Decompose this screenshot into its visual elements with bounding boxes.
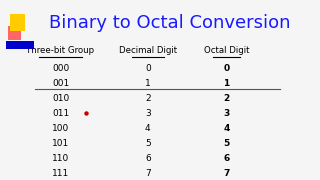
Text: 3: 3 bbox=[145, 109, 151, 118]
Text: 101: 101 bbox=[52, 139, 69, 148]
Text: 111: 111 bbox=[52, 169, 69, 178]
Text: 110: 110 bbox=[52, 154, 69, 163]
Text: 6: 6 bbox=[223, 154, 230, 163]
Text: 7: 7 bbox=[223, 169, 230, 178]
Text: 001: 001 bbox=[52, 79, 69, 88]
Text: 4: 4 bbox=[223, 124, 230, 133]
Text: 010: 010 bbox=[52, 94, 69, 103]
Text: 3: 3 bbox=[223, 109, 230, 118]
Text: 5: 5 bbox=[223, 139, 230, 148]
Text: 1: 1 bbox=[145, 79, 151, 88]
Text: 1: 1 bbox=[223, 79, 230, 88]
FancyBboxPatch shape bbox=[6, 41, 34, 49]
Text: Three-bit Group: Three-bit Group bbox=[27, 46, 95, 55]
Text: Binary to Octal Conversion: Binary to Octal Conversion bbox=[49, 14, 291, 32]
Text: Octal Digit: Octal Digit bbox=[204, 46, 249, 55]
Text: 7: 7 bbox=[145, 169, 151, 178]
Text: Decimal Digit: Decimal Digit bbox=[119, 46, 177, 55]
Text: 6: 6 bbox=[145, 154, 151, 163]
Text: 000: 000 bbox=[52, 64, 69, 73]
Text: 2: 2 bbox=[223, 94, 230, 103]
Text: 5: 5 bbox=[145, 139, 151, 148]
FancyBboxPatch shape bbox=[8, 26, 21, 40]
Text: 4: 4 bbox=[145, 124, 151, 133]
Text: 0: 0 bbox=[224, 64, 230, 73]
FancyBboxPatch shape bbox=[10, 14, 25, 31]
Text: 0: 0 bbox=[145, 64, 151, 73]
Text: 100: 100 bbox=[52, 124, 69, 133]
Text: 2: 2 bbox=[145, 94, 151, 103]
Text: 011: 011 bbox=[52, 109, 69, 118]
